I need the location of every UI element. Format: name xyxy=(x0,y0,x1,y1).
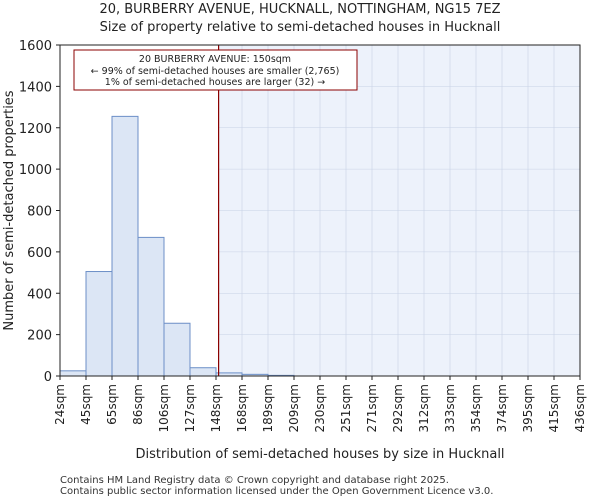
x-tick-label: 65sqm xyxy=(105,384,119,425)
chart-title: 20, BURBERRY AVENUE, HUCKNALL, NOTTINGHA… xyxy=(99,2,501,17)
x-tick-label: 209sqm xyxy=(287,384,301,432)
x-tick-label: 230sqm xyxy=(313,384,327,432)
x-tick-label: 86sqm xyxy=(131,384,145,425)
x-tick-label: 148sqm xyxy=(209,384,223,432)
y-tick-label: 400 xyxy=(27,287,52,302)
x-tick-label: 312sqm xyxy=(417,384,431,432)
x-tick-label: 271sqm xyxy=(365,384,379,432)
x-tick-label: 106sqm xyxy=(157,384,171,432)
bar-24sqm xyxy=(59,370,87,377)
x-tick-label: 395sqm xyxy=(521,384,535,432)
y-axis-label: Number of semi-detached properties xyxy=(2,90,17,330)
annotation-line-1: 20 BURBERRY AVENUE: 150sqm xyxy=(139,54,291,65)
annotation-line-2: ← 99% of semi-detached houses are smalle… xyxy=(91,66,340,77)
annotation-box: 20 BURBERRY AVENUE: 150sqm ← 99% of semi… xyxy=(73,49,358,91)
y-tick-label: 1200 xyxy=(19,122,52,137)
x-tick-label: 127sqm xyxy=(183,384,197,432)
annotation-line-3: 1% of semi-detached houses are larger (3… xyxy=(105,77,325,88)
x-tick-label: 374sqm xyxy=(495,384,509,432)
x-tick-label: 354sqm xyxy=(469,384,483,432)
x-tick-label: 436sqm xyxy=(573,384,587,432)
y-tick-label: 200 xyxy=(27,329,52,344)
x-axis-ticks: 24sqm 45sqm 65sqm 86sqm 106sqm 127sqm 148sqm 16… xyxy=(53,376,587,432)
chart-subtitle: Size of property relative to semi-detach… xyxy=(99,20,501,35)
y-tick-label: 800 xyxy=(27,205,52,220)
y-tick-label: 1600 xyxy=(19,39,52,54)
x-tick-label: 333sqm xyxy=(443,384,457,432)
x-tick-label: 168sqm xyxy=(235,384,249,432)
footer-copyright: Contains HM Land Registry data © Crown c… xyxy=(60,475,449,486)
bar-127sqm xyxy=(189,367,217,377)
x-tick-label: 189sqm xyxy=(261,384,275,432)
x-axis-label: Distribution of semi-detached houses by … xyxy=(135,447,504,462)
annotation-border xyxy=(73,49,358,91)
y-tick-label: 1000 xyxy=(19,163,52,178)
bar-106sqm xyxy=(163,322,191,377)
x-tick-label: 24sqm xyxy=(53,384,67,425)
bars xyxy=(59,115,295,377)
x-tick-label: 251sqm xyxy=(339,384,353,432)
bar-45sqm xyxy=(85,271,113,377)
x-tick-label: 45sqm xyxy=(79,384,93,425)
bar-86sqm xyxy=(137,236,165,377)
y-tick-label: 1400 xyxy=(19,80,52,95)
x-tick-label: 292sqm xyxy=(391,384,405,432)
footer-licence: Contains public sector information licen… xyxy=(60,486,494,497)
x-tick-label: 415sqm xyxy=(547,384,561,432)
bar-65sqm xyxy=(111,115,139,377)
y-axis-ticks: 0 200 400 600 800 1000 1200 1400 1600 xyxy=(19,39,60,385)
y-tick-label: 600 xyxy=(27,246,52,261)
y-tick-label: 0 xyxy=(44,370,52,385)
